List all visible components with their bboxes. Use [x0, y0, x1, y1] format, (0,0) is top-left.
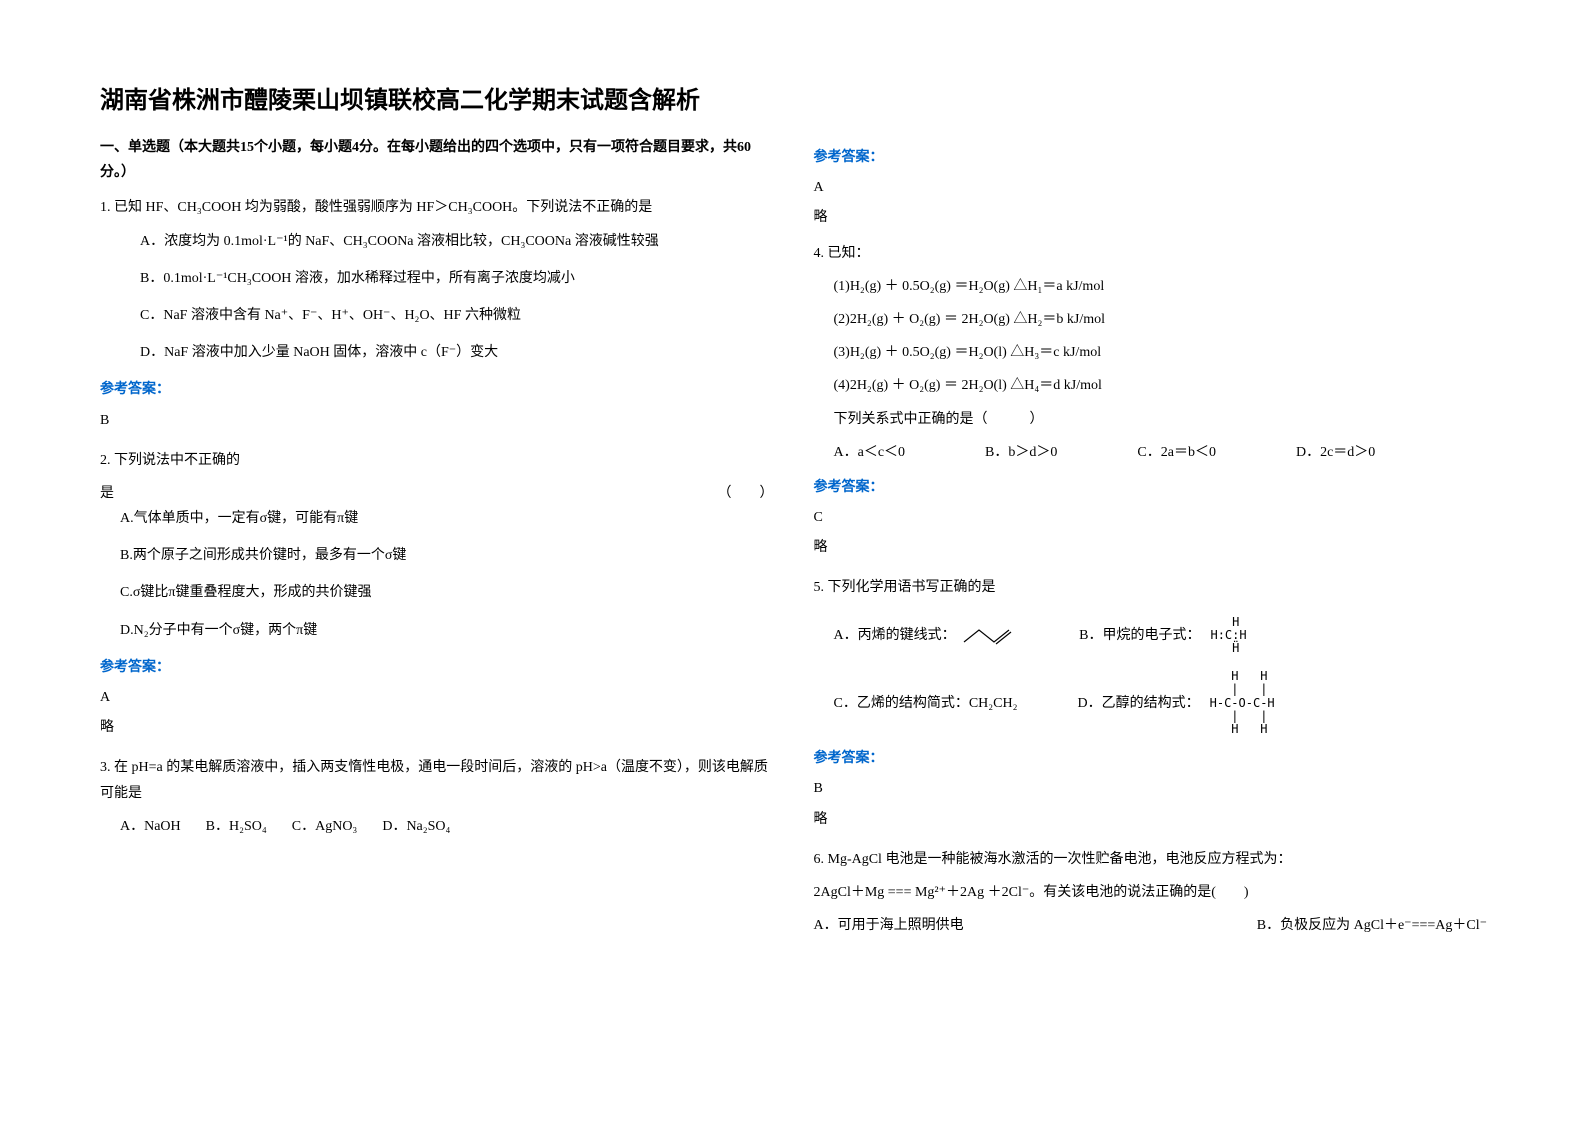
q5-optB: B．甲烷的电子式： H H:C:H Ḧ: [1079, 616, 1246, 656]
q5-row1: A．丙烯的键线式： B．甲烷的电子式： H H:C:H Ḧ: [834, 616, 1488, 656]
q3-optC: C．AgNO₃: [292, 814, 358, 839]
answer-label: 参考答案：: [100, 377, 774, 402]
question-5: 5. 下列化学用语书写正确的是 A．丙烯的键线式： B．甲烷的电子式： H H:…: [814, 575, 1488, 831]
q1-optB: B．0.1mol·L⁻¹CH₃COOH 溶液，加水稀释过程中，所有离子浓度均减小: [140, 266, 774, 291]
q2-paren: （ ）: [718, 481, 774, 506]
q6-line1: 6. Mg-AgCl 电池是一种能被海水激活的一次性贮备电池，电池反应方程式为：: [814, 847, 1488, 872]
q2-optC: C.σ键比π键重叠程度大，形成的共价键强: [120, 580, 774, 605]
q2-optD: D.N₂分子中有一个σ键，两个π键: [120, 618, 774, 643]
q4-ask: 下列关系式中正确的是（ ）: [834, 407, 1488, 432]
q2-answer: A: [100, 685, 774, 710]
q1-optC: C．NaF 溶液中含有 Na⁺、F⁻、H⁺、OH⁻、H₂O、HF 六种微粒: [140, 303, 774, 328]
q2-text-b: 是: [100, 481, 114, 506]
q5-optD: D．乙醇的结构式： H H | | H-C-O-C-H | | H H: [1078, 670, 1275, 736]
answer-label: 参考答案：: [814, 475, 1488, 500]
q5-omit: 略: [814, 807, 1488, 832]
ethanol-structural-formula: H H | | H-C-O-C-H | | H H: [1210, 670, 1275, 736]
q1-answer: B: [100, 408, 774, 433]
q4-eq3: (3)H₂(g) ＋ 0.5O₂(g) ＝H₂O(l) △H₃＝c kJ/mol: [834, 340, 1488, 365]
answer-label: 参考答案：: [100, 655, 774, 680]
q2-omit: 略: [100, 715, 774, 740]
q5-optA-label: A．丙烯的键线式：: [834, 628, 956, 643]
propene-lineformula-icon: [959, 624, 1019, 648]
q4-eq1: (1)H₂(g) ＋ 0.5O₂(g) ＝H₂O(g) △H₁＝a kJ/mol: [834, 274, 1488, 299]
q5-optA: A．丙烯的键线式：: [834, 623, 1020, 648]
section-header: 一、单选题（本大题共15个小题，每小题4分。在每小题给出的四个选项中，只有一项符…: [100, 135, 774, 185]
methane-electron-formula: H H:C:H Ḧ: [1210, 616, 1246, 656]
question-3: 3. 在 pH=a 的某电解质溶液中，插入两支惰性电极，通电一段时间后，溶液的 …: [100, 755, 774, 839]
left-column: 一、单选题（本大题共15个小题，每小题4分。在每小题给出的四个选项中，只有一项符…: [100, 135, 774, 953]
right-column: 参考答案： A 略 4. 已知： (1)H₂(g) ＋ 0.5O₂(g) ＝H₂…: [814, 135, 1488, 953]
q1-text: 1. 已知 HF、CH₃COOH 均为弱酸，酸性强弱顺序为 HF＞CH₃COOH…: [100, 195, 774, 220]
q3-optD: D．Na₂SO₄: [382, 814, 450, 839]
question-6: 6. Mg-AgCl 电池是一种能被海水激活的一次性贮备电池，电池反应方程式为：…: [814, 847, 1488, 939]
q4-optA: A．a＜c＜0: [834, 440, 906, 465]
q5-optC: C．乙烯的结构简式：CH₂CH₂: [834, 691, 1018, 716]
q6-optB: B．负极反应为 AgCl＋e⁻===Ag＋Cl⁻: [1257, 913, 1487, 938]
q2-text-a: 2. 下列说法中不正确的: [100, 448, 774, 473]
q3-optB: B．H₂SO₄: [206, 814, 267, 839]
q5-optB-label: B．甲烷的电子式：: [1079, 623, 1200, 648]
q6-options-row: A．可用于海上照明供电 B．负极反应为 AgCl＋e⁻===Ag＋Cl⁻: [814, 913, 1488, 938]
answer-label: 参考答案：: [814, 746, 1488, 771]
two-columns: 一、单选题（本大题共15个小题，每小题4分。在每小题给出的四个选项中，只有一项符…: [100, 135, 1487, 953]
q1-optA: A．浓度均为 0.1mol·L⁻¹的 NaF、CH₃COONa 溶液相比较，CH…: [140, 229, 774, 254]
q4-answer: C: [814, 505, 1488, 530]
question-4: 4. 已知： (1)H₂(g) ＋ 0.5O₂(g) ＝H₂O(g) △H₁＝a…: [814, 241, 1488, 561]
q4-optB: B．b＞d＞0: [985, 440, 1057, 465]
q3-text: 3. 在 pH=a 的某电解质溶液中，插入两支惰性电极，通电一段时间后，溶液的 …: [100, 755, 774, 805]
question-2: 2. 下列说法中不正确的 是 （ ） A.气体单质中，一定有σ键，可能有π键 B…: [100, 448, 774, 741]
q3-answer: A: [814, 175, 1488, 200]
q2-optB: B.两个原子之间形成共价键时，最多有一个σ键: [120, 543, 774, 568]
q2-optA: A.气体单质中，一定有σ键，可能有π键: [120, 506, 774, 531]
q3-optA: A．NaOH: [120, 814, 181, 839]
q4-eq4: (4)2H₂(g) ＋ O₂(g) ＝ 2H₂O(l) △H₄＝d kJ/mol: [834, 373, 1488, 398]
q4-omit: 略: [814, 535, 1488, 560]
q4-optC: C．2a＝b＜0: [1137, 440, 1216, 465]
q6-optA: A．可用于海上照明供电: [814, 913, 964, 938]
q6-line2: 2AgCl＋Mg === Mg²⁺＋2Ag ＋2Cl⁻。有关该电池的说法正确的是…: [814, 880, 1488, 905]
q1-optD: D．NaF 溶液中加入少量 NaOH 固体，溶液中 c（F⁻）变大: [140, 340, 774, 365]
q3-omit: 略: [814, 205, 1488, 230]
q5-optC-label: C．乙烯的结构简式：CH₂CH₂: [834, 696, 1018, 711]
q4-optD: D．2c＝d＞0: [1296, 440, 1375, 465]
q4-eq2: (2)2H₂(g) ＋ O₂(g) ＝ 2H₂O(g) △H₂＝b kJ/mol: [834, 307, 1488, 332]
q5-text: 5. 下列化学用语书写正确的是: [814, 575, 1488, 600]
question-1: 1. 已知 HF、CH₃COOH 均为弱酸，酸性强弱顺序为 HF＞CH₃COOH…: [100, 195, 774, 432]
q2-line2: 是 （ ）: [100, 481, 774, 506]
answer-label: 参考答案：: [814, 145, 1488, 170]
page-title: 湖南省株洲市醴陵栗山坝镇联校高二化学期末试题含解析: [100, 80, 1487, 115]
q3-options: A．NaOH B．H₂SO₄ C．AgNO₃ D．Na₂SO₄: [120, 814, 774, 839]
q5-answer: B: [814, 776, 1488, 801]
q4-options: A．a＜c＜0 B．b＞d＞0 C．2a＝b＜0 D．2c＝d＞0: [834, 440, 1488, 465]
q4-header: 4. 已知：: [814, 241, 1488, 266]
q5-row2: C．乙烯的结构简式：CH₂CH₂ D．乙醇的结构式： H H | | H-C-O…: [834, 670, 1488, 736]
q5-optD-label: D．乙醇的结构式：: [1078, 691, 1200, 716]
